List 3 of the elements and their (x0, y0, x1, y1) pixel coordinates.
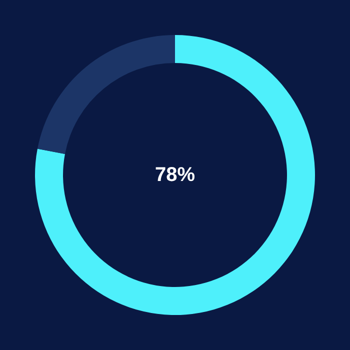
donut-slice (37, 35, 175, 154)
text: 78% (154, 164, 196, 186)
donut-slice (35, 35, 315, 315)
